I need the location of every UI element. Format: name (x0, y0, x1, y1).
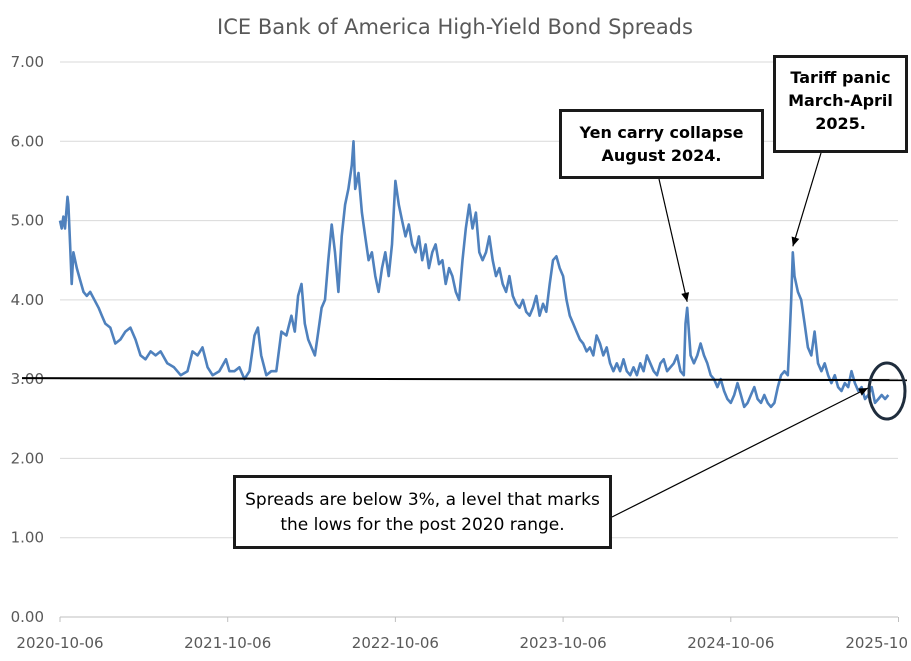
x-tick-label: 2021-10-06 (184, 634, 271, 652)
y-tick-label: 1.00 (11, 529, 44, 547)
chart-title: ICE Bank of America High-Yield Bond Spre… (217, 15, 693, 39)
y-tick-label: 7.00 (11, 53, 44, 71)
arrow-yen (658, 178, 688, 302)
annotation-arrows (611, 152, 869, 518)
y-tick-label: 0.00 (11, 608, 44, 626)
current-level-highlight-circle (867, 361, 907, 421)
x-tick-label: 2020-10-06 (16, 634, 103, 652)
x-axis: 2020-10-06 2021-10-06 2022-10-06 2023-10-06… (16, 617, 908, 652)
arrow-tariff (792, 152, 822, 247)
y-tick-label: 4.00 (11, 291, 44, 309)
annotation-spreads-line2: the lows for the post 2020 range. (280, 515, 565, 535)
arrowhead-yen (681, 292, 690, 302)
x-tick-label: 2022-10-06 (352, 634, 439, 652)
three-percent-reference-line (21, 377, 908, 382)
y-tick-label: 6.00 (11, 132, 44, 150)
series-line-hy-spread (58, 140, 890, 409)
y-tick-label: 2.00 (11, 449, 44, 467)
arrowhead-spreads (858, 388, 868, 396)
annotation-spreads-line1: Spreads are below 3%, a level that marks (245, 490, 600, 510)
y-tick-label: 5.00 (11, 212, 44, 230)
arrowhead-tariff (791, 236, 800, 247)
annotation-tariff-line2: March-April (788, 91, 893, 110)
annotation-spreads-below-3: Spreads are below 3%, a level that marks… (233, 475, 612, 549)
x-tick-label: 2024-10-06 (687, 634, 774, 652)
annotation-yen-carry: Yen carry collapse August 2024. (559, 109, 764, 179)
annotation-yen-line1: Yen carry collapse (579, 123, 744, 142)
annotation-tariff-line3: 2025. (815, 114, 866, 133)
annotation-tariff-line1: Tariff panic (790, 68, 891, 87)
arrow-spreads (611, 387, 869, 518)
annotation-yen-line2: August 2024. (601, 146, 722, 165)
x-tick-label: 2023-10-06 (520, 634, 607, 652)
y-axis: 0.001.002.003.004.005.006.007.00 (11, 53, 44, 626)
x-tick-label: 2025-10 (845, 634, 908, 652)
annotation-tariff-panic: Tariff panic March-April 2025. (773, 55, 908, 153)
